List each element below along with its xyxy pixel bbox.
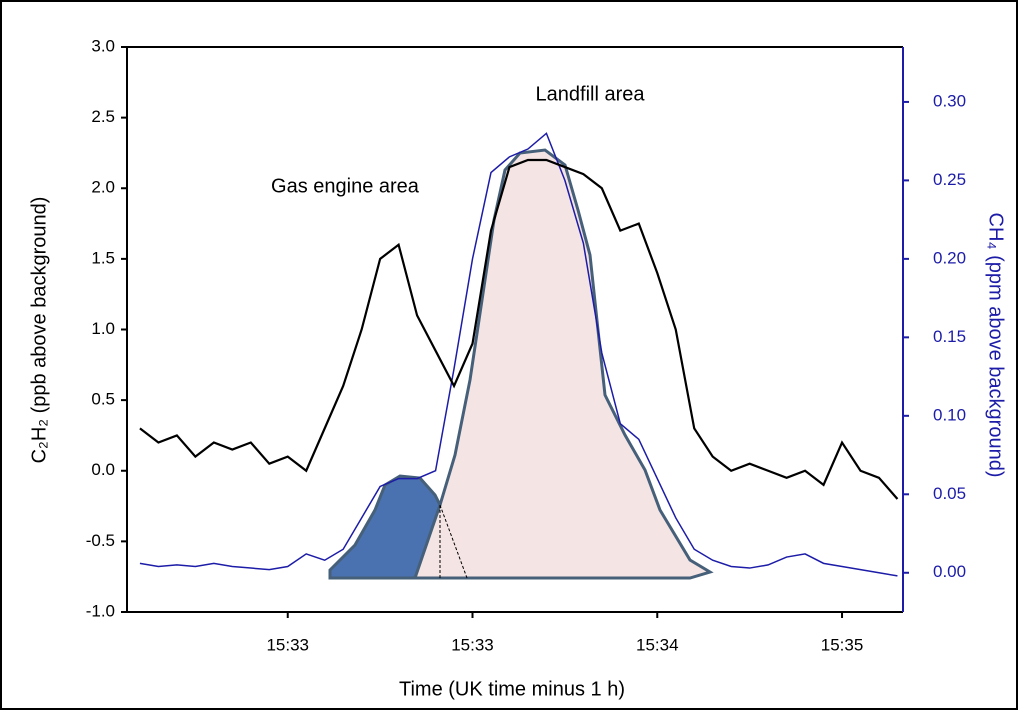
y-tick-label: -1.0: [86, 601, 115, 620]
y-tick-label: 1.5: [91, 248, 115, 267]
y-tick-label: 2.0: [91, 178, 115, 197]
y-tick-label: -0.5: [86, 531, 115, 550]
y2-tick-label: 0.15: [933, 327, 966, 346]
y2-tick-label: 0.30: [933, 91, 966, 110]
y-tick-label: 2.5: [91, 107, 115, 126]
dashed-divider: [439, 504, 468, 579]
y-tick-label: 0.0: [91, 460, 115, 479]
y-axis-label: C₂H₂ (ppb above background): [28, 197, 50, 464]
y-tick-label: 1.0: [91, 319, 115, 338]
mask-box: [745, 185, 885, 360]
annotation: Landfill area: [536, 83, 646, 105]
y2-axis-label: CH₄ (ppm above background): [985, 213, 1007, 478]
x-axis-label: Time (UK time minus 1 h): [399, 678, 625, 700]
landfill-area: [412, 148, 714, 580]
x-tick-label: 15:33: [451, 635, 494, 654]
y-tick-label: 3.0: [91, 36, 115, 55]
x-tick-label: 15:33: [266, 635, 309, 654]
highlight-areas: [328, 148, 714, 580]
y2-tick-label: 0.10: [933, 405, 966, 424]
data-line: [139, 158, 899, 500]
y2-tick-label: 0.25: [933, 170, 966, 189]
y-tick-label: 0.5: [91, 390, 115, 409]
data-line: [139, 132, 898, 577]
y2-tick-label: 0.00: [933, 562, 966, 581]
x-tick-label: 15:35: [821, 635, 864, 654]
y2-tick-label: 0.20: [933, 248, 966, 267]
annotation: Gas engine area: [271, 175, 420, 197]
y2-tick-label: 0.05: [933, 484, 966, 503]
x-tick-label: 15:34: [636, 635, 679, 654]
